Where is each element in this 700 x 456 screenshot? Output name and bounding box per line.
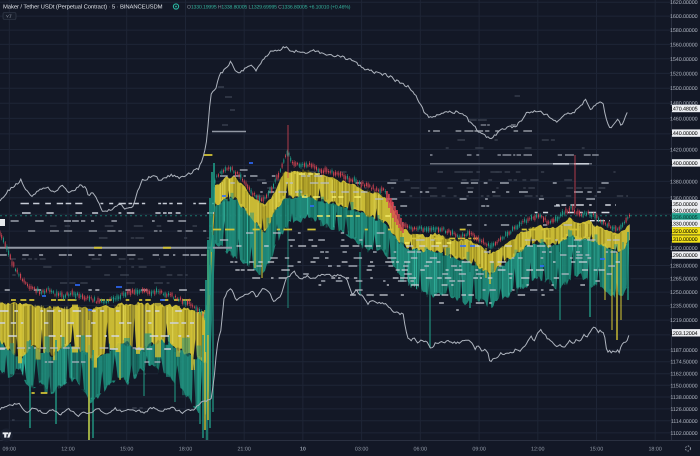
svg-text:1235.00000: 1235.00000: [670, 304, 698, 310]
svg-text:1150.00000: 1150.00000: [670, 383, 697, 389]
svg-text:09:00: 09:00: [472, 446, 486, 452]
svg-text:1580.00000: 1580.00000: [670, 28, 698, 34]
svg-text:1250.00000: 1250.00000: [670, 290, 698, 296]
svg-text:1187.00000: 1187.00000: [670, 348, 697, 354]
svg-text:1540.00000: 1540.00000: [670, 57, 698, 63]
svg-text:1440.00000: 1440.00000: [670, 131, 698, 137]
svg-text:1265.00000: 1265.00000: [670, 277, 698, 283]
svg-text:1320.00000: 1320.00000: [670, 229, 698, 235]
svg-text:˅7: ˅7: [6, 14, 12, 20]
svg-text:1280.00000: 1280.00000: [670, 264, 698, 270]
svg-text:1360.00000: 1360.00000: [670, 196, 698, 202]
svg-text:1470.48005: 1470.48005: [670, 107, 698, 113]
svg-text:1203.12004: 1203.12004: [670, 331, 698, 337]
svg-text:1162.00000: 1162.00000: [670, 372, 697, 378]
svg-text:18:00: 18:00: [179, 446, 193, 452]
svg-text:1560.00000: 1560.00000: [670, 42, 698, 48]
svg-text:1480.00000: 1480.00000: [670, 101, 698, 107]
svg-text:1460.00000: 1460.00000: [670, 116, 698, 122]
svg-text:1290.00000: 1290.00000: [670, 253, 698, 259]
svg-text:1102.00000: 1102.00000: [670, 431, 697, 437]
svg-text:1114.00000: 1114.00000: [671, 419, 698, 425]
svg-text:12:00: 12:00: [531, 446, 545, 452]
svg-text:1400.00000: 1400.00000: [670, 161, 698, 167]
svg-text:06:00: 06:00: [414, 446, 428, 452]
svg-text:1219.00000: 1219.00000: [670, 318, 698, 324]
svg-text:1520.00000: 1520.00000: [670, 71, 698, 77]
svg-text:15:00: 15:00: [590, 446, 604, 452]
svg-text:1310.00000: 1310.00000: [670, 237, 698, 243]
svg-text:1174.50000: 1174.50000: [670, 360, 697, 366]
svg-text:1420.00000: 1420.00000: [670, 148, 698, 154]
svg-text:09:00: 09:00: [3, 446, 17, 452]
svg-text:12:00: 12:00: [61, 446, 75, 452]
svg-text:O1330.19995 H1338.80005 L1329.: O1330.19995 H1338.80005 L1329.69995 C133…: [187, 5, 351, 11]
svg-text:1340.00000: 1340.00000: [670, 208, 698, 214]
svg-text:1500.00000: 1500.00000: [670, 86, 698, 92]
svg-text:10: 10: [300, 446, 306, 452]
svg-text:1330.00000: 1330.00000: [670, 222, 698, 228]
svg-text:1138.00000: 1138.00000: [670, 395, 697, 401]
svg-text:1336.80005: 1336.80005: [670, 215, 698, 221]
svg-text:1350.00000: 1350.00000: [670, 202, 698, 208]
svg-text:1600.00000: 1600.00000: [670, 14, 698, 20]
svg-text:21:00: 21:00: [237, 446, 251, 452]
svg-text:1380.00000: 1380.00000: [670, 179, 698, 185]
svg-text:1620.00000: 1620.00000: [670, 0, 698, 6]
svg-text:1300.00000: 1300.00000: [670, 246, 698, 252]
svg-text:03:00: 03:00: [355, 446, 369, 452]
svg-text:18:00: 18:00: [648, 446, 662, 452]
svg-text:Maker / Tether USDt (Perpetual: Maker / Tether USDt (Perpetual Contract)…: [3, 4, 163, 11]
svg-text:1126.00000: 1126.00000: [670, 407, 697, 413]
svg-text:15:00: 15:00: [120, 446, 134, 452]
